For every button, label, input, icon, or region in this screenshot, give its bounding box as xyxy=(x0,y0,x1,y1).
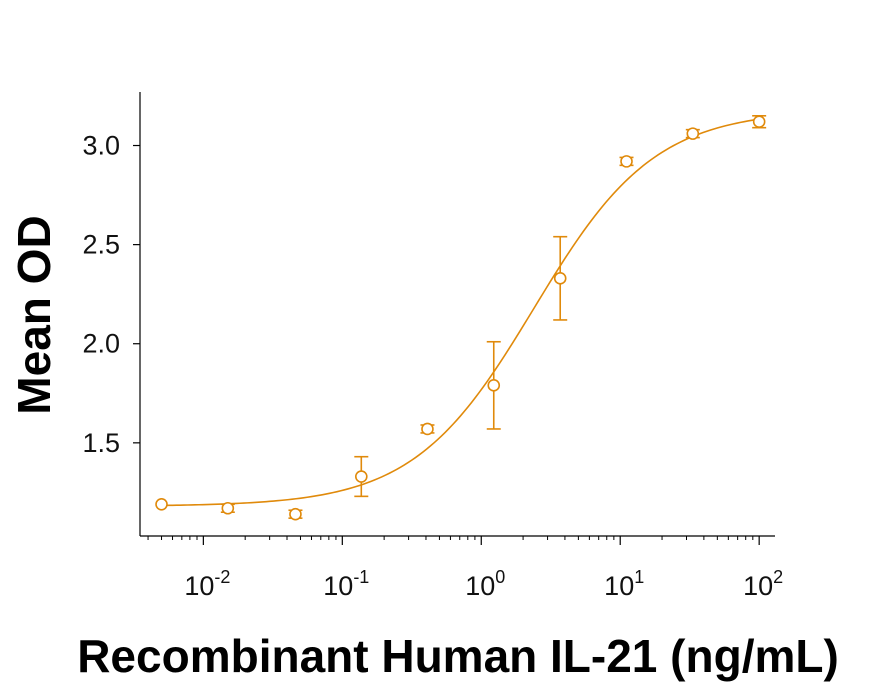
data-point xyxy=(486,340,501,430)
data-marker xyxy=(355,470,368,483)
data-marker xyxy=(155,497,168,511)
y-tick-label: 2.5 xyxy=(82,230,120,260)
x-tick-label: 10-1 xyxy=(323,567,369,601)
data-point xyxy=(553,235,568,321)
data-marker xyxy=(421,422,434,436)
x-tick-exponent: 1 xyxy=(634,567,644,587)
y-tick-label: 2.0 xyxy=(82,329,120,359)
x-tick-base: 10 xyxy=(604,571,634,601)
x-tick-exponent: 2 xyxy=(773,567,783,587)
data-marker xyxy=(752,115,766,129)
y-axis-title: Mean OD xyxy=(8,215,60,414)
y-tick-label: 3.0 xyxy=(82,131,120,161)
y-tick-label: 1.5 xyxy=(82,428,120,458)
x-tick-label: 10-2 xyxy=(184,567,230,601)
data-marker xyxy=(686,127,700,140)
data-marker xyxy=(487,379,501,392)
x-tick-base: 10 xyxy=(323,571,353,601)
data-point xyxy=(354,455,369,498)
data-point xyxy=(685,127,700,140)
tick-labels-group: 1.52.02.53.010-2 10-1 100 101 102 xyxy=(82,131,783,601)
data-marker xyxy=(221,501,235,515)
data-point xyxy=(420,422,435,436)
x-tick-label: 100 xyxy=(465,567,505,601)
data-point xyxy=(752,114,767,129)
data-points-group xyxy=(155,114,767,521)
x-axis-title: Recombinant Human IL-21 (ng/mL) xyxy=(77,630,839,682)
x-tick-exponent: -2 xyxy=(214,567,230,587)
data-marker xyxy=(553,272,567,285)
x-tick-base: 10 xyxy=(184,571,214,601)
axes xyxy=(133,92,775,545)
x-tick-label: 102 xyxy=(743,567,783,601)
fit-curve xyxy=(161,118,760,507)
x-tick-exponent: 0 xyxy=(495,567,505,587)
x-tick-exponent: -1 xyxy=(353,567,369,587)
data-marker xyxy=(289,507,302,521)
fit-curve-group xyxy=(161,118,760,507)
x-tick-base: 10 xyxy=(743,571,773,601)
data-point xyxy=(619,155,634,168)
x-tick-label: 101 xyxy=(604,567,644,601)
x-tick-base: 10 xyxy=(465,571,495,601)
data-point xyxy=(155,497,168,511)
data-point xyxy=(288,507,303,521)
data-point xyxy=(220,501,235,515)
data-marker xyxy=(620,155,633,168)
